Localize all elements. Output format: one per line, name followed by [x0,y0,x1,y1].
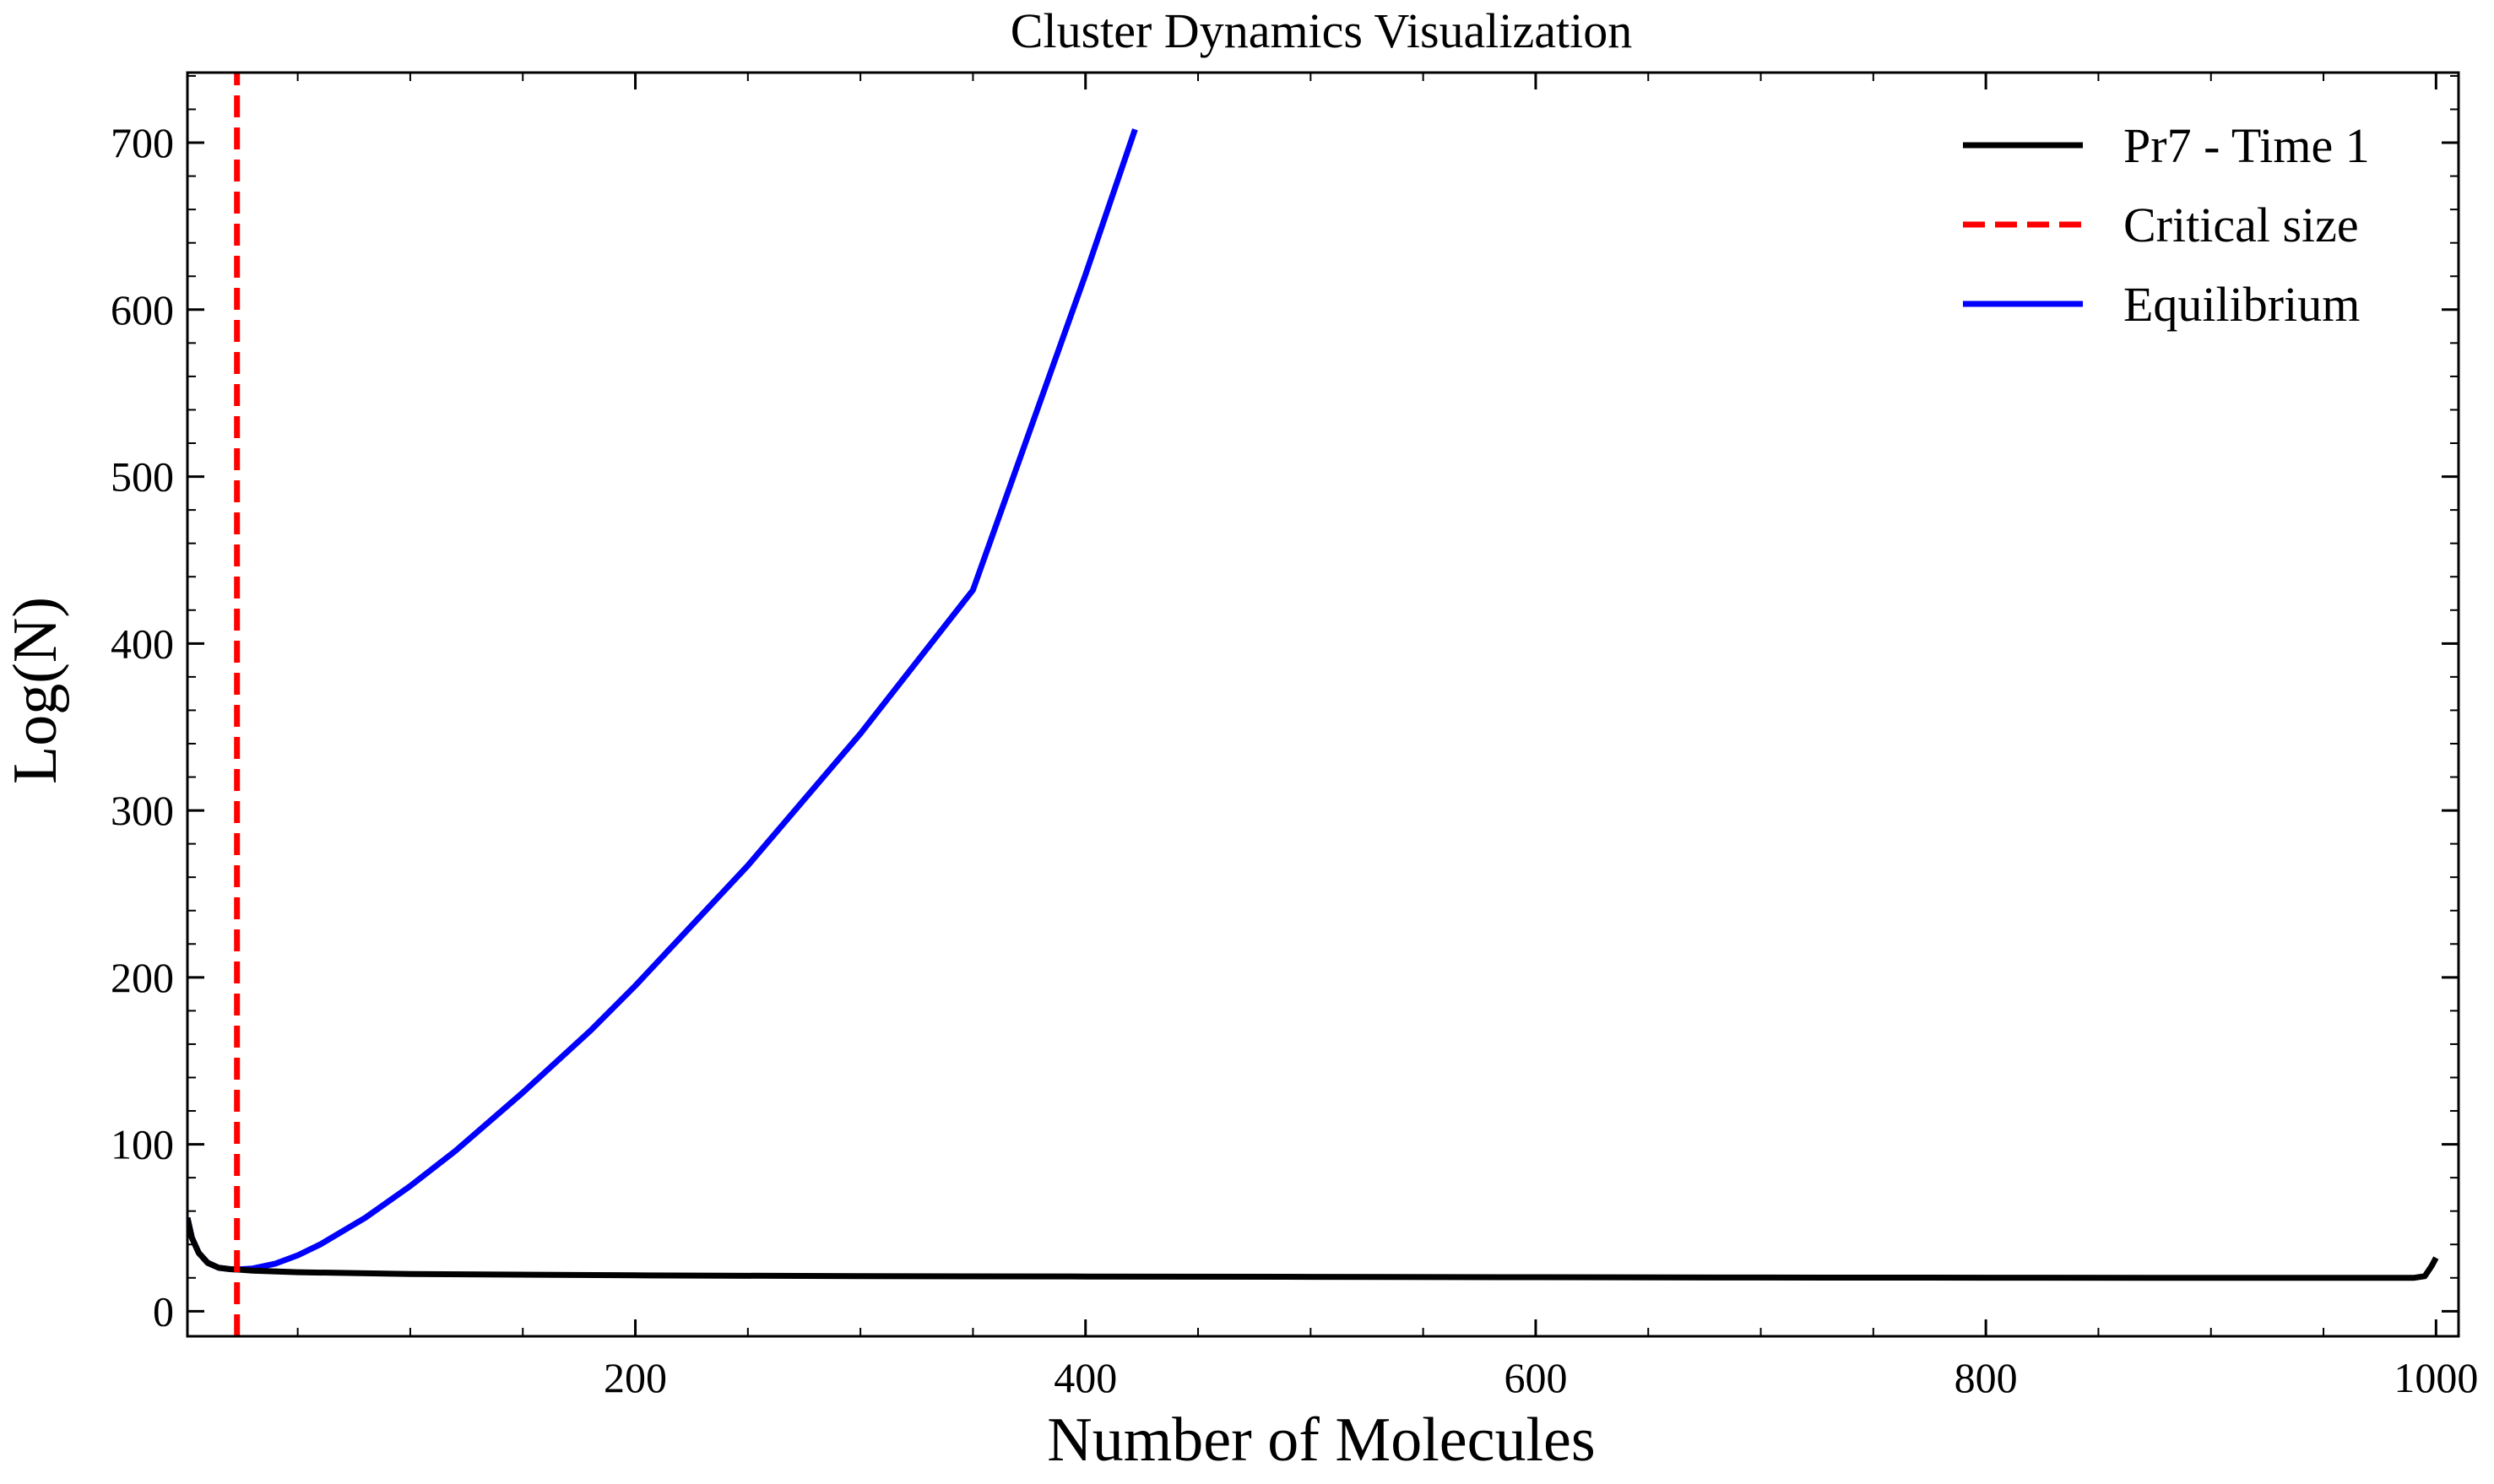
y-tick-label: 600 [111,286,174,333]
x-axis-title: Number of Molecules [1047,1405,1595,1475]
ticks-layer: 200 400 600 800 1000 0 100 200 300 400 500 600 700 [111,73,2478,1401]
x-tick-label: 400 [1054,1354,1117,1401]
x-tick-label: 600 [1504,1354,1567,1401]
plot-frame [186,71,2460,1338]
y-tick-label: 400 [111,620,174,667]
y-tick-label: 0 [153,1287,174,1335]
x-tick-label: 200 [604,1354,667,1401]
y-tick-label: 200 [111,954,174,1001]
legend-label-pr7-time-1: Pr7 - Time 1 [2123,118,2370,173]
series-layer [187,73,2439,1336]
legend-label-equilibrium: Equilibrium [2123,277,2360,332]
series-line-pr7-time-1 [187,1216,2439,1281]
legend: Pr7 - Time 1 Critical size Equilibrium [1963,118,2370,332]
x-tick-label: 800 [1955,1354,2018,1401]
y-tick-label: 300 [111,787,174,834]
chart-title: Cluster Dynamics Visualization [1011,3,1632,58]
x-tick-label: 1000 [2394,1354,2478,1401]
y-tick-label: 100 [111,1121,174,1168]
y-tick-label: 700 [111,119,174,166]
y-tick-label: 500 [111,453,174,501]
y-axis-title: Log(N) [1,597,70,784]
legend-label-critical-size: Critical size [2123,198,2359,252]
